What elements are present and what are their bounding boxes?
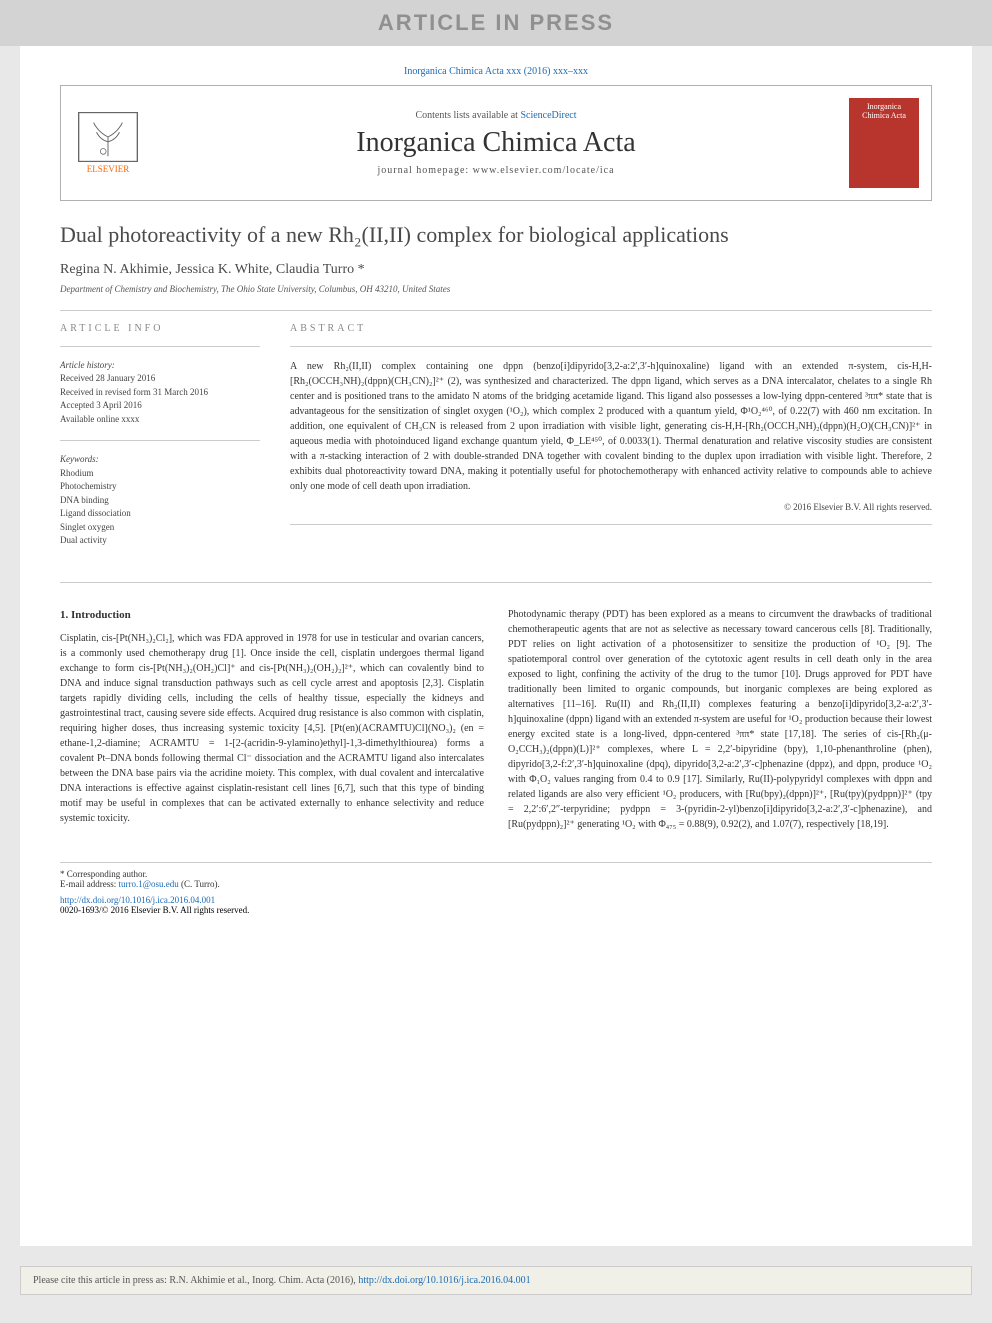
cover-title: Inorganica Chimica Acta (862, 102, 906, 120)
email-label: E-mail address: (60, 879, 118, 889)
journal-cover-thumbnail[interactable]: Inorganica Chimica Acta (849, 98, 919, 188)
divider (290, 524, 932, 525)
article-title: Dual photoreactivity of a new Rh₂(II,II)… (60, 221, 932, 250)
doi-link[interactable]: http://dx.doi.org/10.1016/j.ica.2016.04.… (60, 895, 215, 905)
cite-doi-link[interactable]: http://dx.doi.org/10.1016/j.ica.2016.04.… (358, 1275, 530, 1286)
keywords-block: Keywords: Rhodium Photochemistry DNA bin… (60, 453, 260, 548)
history-line: Received 28 January 2016 (60, 372, 260, 386)
history-line: Received in revised form 31 March 2016 (60, 386, 260, 400)
email-line: E-mail address: turro.1@osu.edu (C. Turr… (60, 879, 932, 889)
elsevier-logo[interactable]: ELSEVIER (73, 103, 143, 183)
divider (60, 346, 260, 347)
journal-name: Inorganica Chimica Acta (143, 127, 849, 159)
info-abstract-row: ARTICLE INFO Article history: Received 2… (60, 323, 932, 562)
article-in-press-banner: ARTICLE IN PRESS (0, 0, 992, 46)
keyword: DNA binding (60, 494, 260, 508)
keywords-label: Keywords: (60, 453, 260, 467)
sciencedirect-link[interactable]: ScienceDirect (520, 110, 576, 121)
abstract-text: A new Rh₂(II,II) complex containing one … (290, 359, 932, 494)
homepage-line: journal homepage: www.elsevier.com/locat… (143, 165, 849, 176)
abstract-label: ABSTRACT (290, 323, 932, 334)
journal-header-box: ELSEVIER Contents lists available at Sci… (60, 85, 932, 201)
article-info-column: ARTICLE INFO Article history: Received 2… (60, 323, 260, 562)
body-column-left: 1. Introduction Cisplatin, cis-[Pt(NH₃)₂… (60, 607, 484, 838)
divider (60, 582, 932, 583)
section-heading: 1. Introduction (60, 607, 484, 624)
history-line: Accepted 3 April 2016 (60, 399, 260, 413)
cite-prefix: Please cite this article in press as: R.… (33, 1275, 358, 1286)
history-label: Article history: (60, 359, 260, 373)
author-email-link[interactable]: turro.1@osu.edu (118, 879, 178, 889)
body-paragraph: Photodynamic therapy (PDT) has been expl… (508, 607, 932, 832)
footer-note: * Corresponding author. E-mail address: … (60, 862, 932, 889)
keyword: Ligand dissociation (60, 507, 260, 521)
issn-copyright: 0020-1693/© 2016 Elsevier B.V. All right… (60, 905, 932, 915)
header-center: Contents lists available at ScienceDirec… (143, 110, 849, 176)
body-column-right: Photodynamic therapy (PDT) has been expl… (508, 607, 932, 838)
affiliation: Department of Chemistry and Biochemistry… (60, 284, 932, 294)
divider (60, 440, 260, 441)
divider (290, 346, 932, 347)
contents-line: Contents lists available at ScienceDirec… (143, 110, 849, 121)
article-info-label: ARTICLE INFO (60, 323, 260, 334)
corresponding-author: * Corresponding author. (60, 869, 932, 879)
keyword: Dual activity (60, 534, 260, 548)
authors-line: Regina N. Akhimie, Jessica K. White, Cla… (60, 262, 932, 278)
history-line: Available online xxxx (60, 413, 260, 427)
doi-block: http://dx.doi.org/10.1016/j.ica.2016.04.… (60, 895, 932, 915)
elsevier-text: ELSEVIER (87, 164, 130, 174)
homepage-url: www.elsevier.com/locate/ica (473, 165, 615, 176)
abstract-copyright: © 2016 Elsevier B.V. All rights reserved… (290, 502, 932, 512)
top-citation: Inorganica Chimica Acta xxx (2016) xxx–x… (60, 66, 932, 77)
keyword: Singlet oxygen (60, 521, 260, 535)
citation-box: Please cite this article in press as: R.… (20, 1266, 972, 1295)
homepage-prefix: journal homepage: (377, 165, 472, 176)
banner-text: ARTICLE IN PRESS (378, 10, 614, 35)
page-container: Inorganica Chimica Acta xxx (2016) xxx–x… (20, 46, 972, 1246)
body-columns: 1. Introduction Cisplatin, cis-[Pt(NH₃)₂… (60, 607, 932, 838)
email-name: (C. Turro). (181, 879, 220, 889)
body-paragraph: Cisplatin, cis-[Pt(NH₃)₂Cl₂], which was … (60, 631, 484, 826)
keyword: Rhodium (60, 467, 260, 481)
history-block: Article history: Received 28 January 201… (60, 359, 260, 427)
keyword: Photochemistry (60, 480, 260, 494)
contents-prefix: Contents lists available at (415, 110, 520, 121)
elsevier-tree-icon (78, 112, 138, 162)
divider (60, 310, 932, 311)
abstract-column: ABSTRACT A new Rh₂(II,II) complex contai… (290, 323, 932, 562)
